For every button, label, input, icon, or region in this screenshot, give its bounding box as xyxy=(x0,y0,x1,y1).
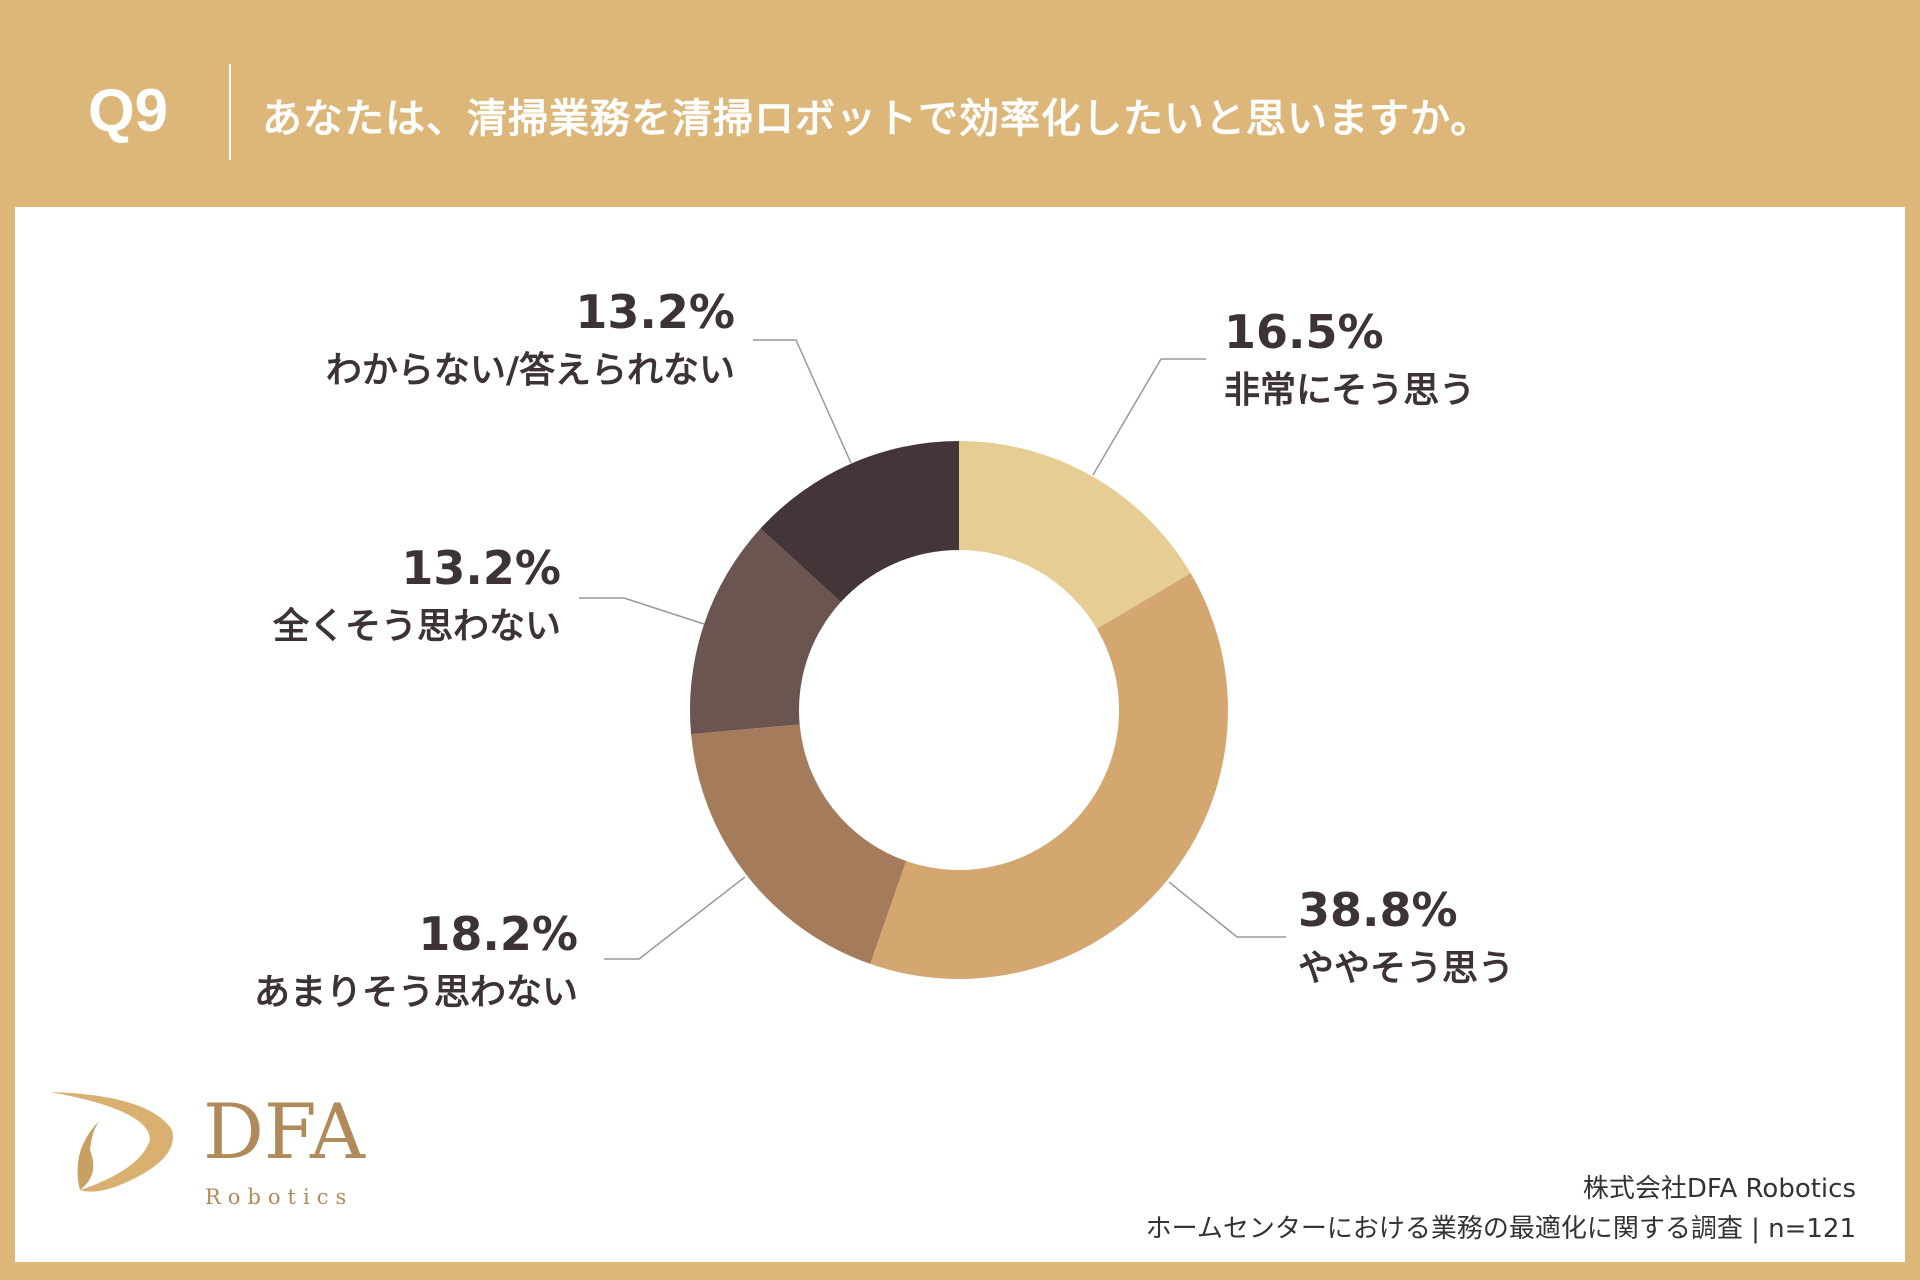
footer-survey: ホームセンターにおける業務の最適化に関する調査 | n=121 xyxy=(1145,1214,1856,1244)
leader-line-1 xyxy=(1168,881,1286,938)
slice-value-label: 18.2% xyxy=(418,907,578,961)
logo-sub: Robotics xyxy=(205,1185,354,1209)
slice-category-label: 全くそう思わない xyxy=(272,605,561,647)
page-title: あなたは、清掃業務を清掃ロボットで効率化したいと思いますか。 xyxy=(262,96,1492,142)
leader-line-0 xyxy=(1092,358,1206,476)
header: Q9 あなたは、清掃業務を清掃ロボットで効率化したいと思いますか。 xyxy=(0,0,1920,207)
slice-3 xyxy=(689,528,841,735)
slice-category-label: ややそう思う xyxy=(1298,948,1514,989)
slice-2 xyxy=(691,724,907,964)
leader-line-3 xyxy=(579,597,705,625)
slice-value-label: 38.8% xyxy=(1298,883,1458,937)
slice-category-label: 非常にそう思う xyxy=(1224,370,1475,411)
divider xyxy=(229,64,231,160)
slice-category-label: わからない/答えられない xyxy=(326,350,735,391)
footer-company: 株式会社DFA Robotics xyxy=(1582,1174,1856,1204)
leader-line-2 xyxy=(604,876,746,960)
slice-category-label: あまりそう思わない xyxy=(254,972,578,1013)
leader-line-4 xyxy=(753,339,852,464)
slice-4 xyxy=(760,441,959,603)
slice-0 xyxy=(959,440,1191,629)
slice-value-label: 13.2% xyxy=(575,285,735,339)
slice-value-label: 13.2% xyxy=(401,541,561,595)
question-number: Q9 xyxy=(88,77,169,144)
logo: DFA xyxy=(203,1087,365,1176)
chart-panel xyxy=(15,207,1905,1262)
slice-value-label: 16.5% xyxy=(1224,305,1384,359)
slice-1 xyxy=(870,573,1229,979)
